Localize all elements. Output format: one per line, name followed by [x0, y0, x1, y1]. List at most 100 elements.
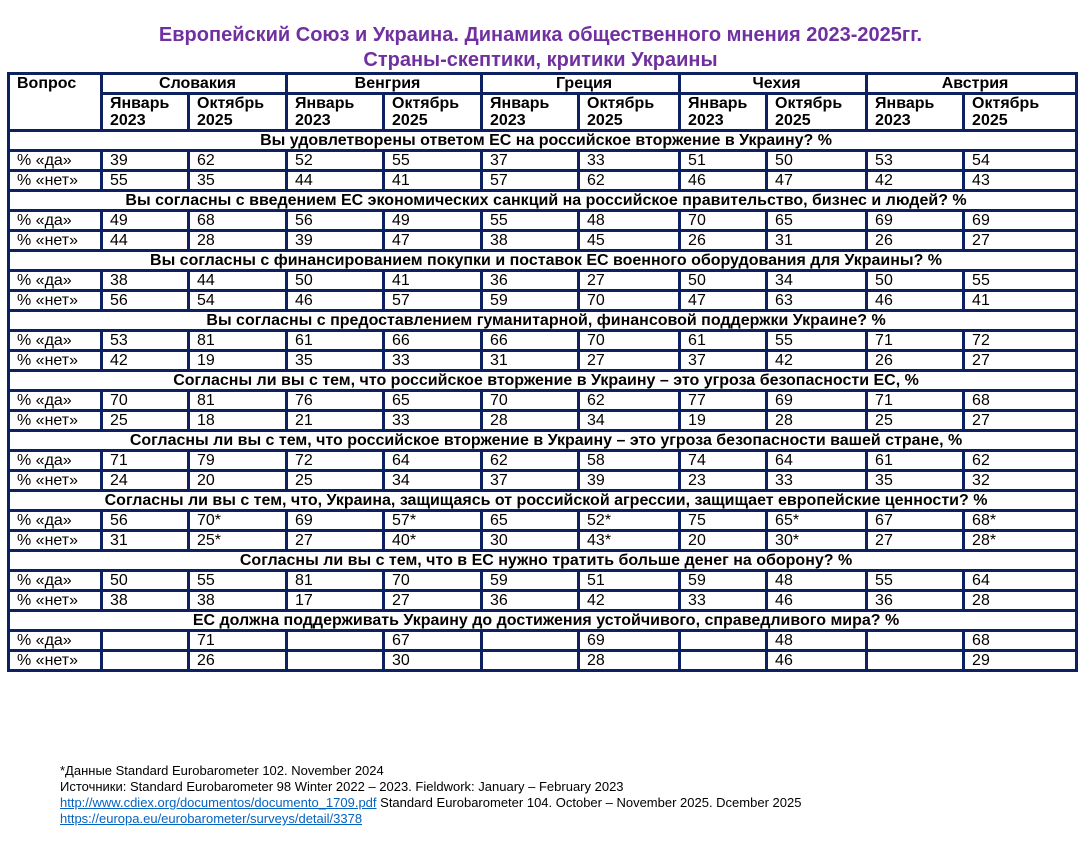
- period-year: 2023: [875, 112, 911, 129]
- value-cell: 34: [765, 269, 869, 292]
- value-cell: 25*: [186, 529, 289, 552]
- value-cell: 62: [962, 449, 1079, 472]
- value-cell: 28: [186, 229, 289, 252]
- value-cell: 27: [577, 269, 682, 292]
- value-cell: 47: [382, 229, 484, 252]
- value-cell: 28: [577, 649, 682, 672]
- question-text: Согласны ли вы с тем, что, Украина, защи…: [6, 489, 1079, 512]
- period-header: Октябрь 2025: [382, 92, 484, 132]
- value-cell: 33: [678, 589, 769, 612]
- value-cell: 66: [382, 329, 484, 352]
- value-cell: 55: [382, 149, 484, 172]
- value-cell: 34: [577, 409, 682, 432]
- answer-row-no: % «нет» 26 30 28 46 29: [7, 649, 1079, 672]
- value-cell: 65: [480, 509, 581, 532]
- value-cell: 20: [186, 469, 289, 492]
- value-cell: 31: [765, 229, 869, 252]
- question-row: ЕС должна поддерживать Украину до достиж…: [6, 609, 1079, 632]
- value-cell: 18: [186, 409, 289, 432]
- period-header: Октябрь 2025: [765, 92, 869, 132]
- value-cell: 31: [100, 529, 190, 552]
- value-cell: 46: [765, 589, 869, 612]
- value-cell: 35: [285, 349, 386, 372]
- country-header-row: Вопрос Словакия Венгрия Греция Чехия Авс…: [7, 72, 1079, 132]
- period-header: Январь 2023: [480, 92, 581, 132]
- answer-row-no: % «нет» 25 18 21 33 28 34 19 28 25 27: [7, 409, 1079, 432]
- question-text: Согласны ли вы с тем, что российское вто…: [6, 429, 1079, 452]
- value-cell: 72: [962, 329, 1079, 352]
- value-cell: 55: [765, 329, 869, 352]
- answer-label: % «нет»: [7, 229, 103, 252]
- value-cell: 52: [285, 149, 386, 172]
- value-cell: 53: [865, 149, 966, 172]
- value-cell: 37: [480, 469, 581, 492]
- value-cell: 70*: [186, 509, 289, 532]
- question-row: Согласны ли вы с тем, что российское вто…: [6, 369, 1079, 392]
- value-cell: 28: [765, 409, 869, 432]
- value-cell: 43*: [577, 529, 682, 552]
- value-cell: 44: [186, 269, 289, 292]
- question-row: Согласны ли вы с тем, что российское вто…: [6, 429, 1079, 452]
- value-cell: 54: [962, 149, 1079, 172]
- value-cell: 53: [100, 329, 190, 352]
- value-cell: 42: [865, 169, 966, 192]
- value-cell: 52*: [577, 509, 682, 532]
- value-cell: 81: [186, 389, 289, 412]
- value-cell: 49: [100, 209, 190, 232]
- value-cell: 70: [480, 389, 581, 412]
- answer-row-yes: % «да» 49 68 56 49 55 48 70 65 69 69: [7, 209, 1079, 232]
- eurobarometer-link[interactable]: https://europa.eu/eurobarometer/surveys/…: [60, 811, 363, 826]
- value-cell: 27: [962, 409, 1079, 432]
- answer-row-yes: % «да» 38 44 50 41 36 27 50 34 50 55: [7, 269, 1079, 292]
- answer-row-no: % «нет» 44 28 39 47 38 45 26 31 26 27: [7, 229, 1079, 252]
- survey-table: Вопрос Словакия Венгрия Греция Чехия Авс…: [6, 72, 1079, 672]
- period-year: 2025: [775, 112, 811, 129]
- value-cell: 35: [865, 469, 966, 492]
- footnote: *Данные Standard Eurobarometer 102. Nove…: [60, 763, 384, 778]
- value-cell: 68: [962, 629, 1079, 652]
- sources-line-3: http://www.cdiex.org/documentos/document…: [60, 795, 801, 811]
- value-cell: 65: [765, 209, 869, 232]
- answer-row-no: % «нет» 31 25* 27 40* 30 43* 20 30* 27 28*: [7, 529, 1079, 552]
- value-cell: 36: [865, 589, 966, 612]
- value-cell: 36: [480, 589, 581, 612]
- period-year: 2023: [110, 112, 146, 129]
- value-cell: 38: [100, 589, 190, 612]
- period-month: Октябрь: [775, 95, 843, 113]
- value-cell: 62: [577, 389, 682, 412]
- value-cell: 69: [962, 209, 1079, 232]
- answer-label: % «нет»: [7, 409, 103, 432]
- value-cell: 35: [186, 169, 289, 192]
- value-cell: 65*: [765, 509, 869, 532]
- value-cell: 26: [186, 649, 289, 672]
- value-cell: 41: [962, 289, 1079, 312]
- value-cell: 39: [577, 469, 682, 492]
- period-header: Октябрь 2025: [577, 92, 682, 132]
- value-cell: 75: [678, 509, 769, 532]
- value-cell: 76: [285, 389, 386, 412]
- value-cell: 55: [962, 269, 1079, 292]
- value-cell: 61: [865, 449, 966, 472]
- value-cell: 81: [186, 329, 289, 352]
- value-cell: 67: [382, 629, 484, 652]
- value-cell: 25: [865, 409, 966, 432]
- answer-label: % «да»: [7, 149, 103, 172]
- value-cell: 21: [285, 409, 386, 432]
- value-cell: 33: [577, 149, 682, 172]
- value-cell: 69: [865, 209, 966, 232]
- period-month: Январь: [490, 95, 550, 113]
- value-cell: 69: [765, 389, 869, 412]
- value-cell: 50: [865, 269, 966, 292]
- question-text: Согласны ли вы с тем, что в ЕС нужно тра…: [6, 549, 1079, 572]
- answer-row-no: % «нет» 56 54 46 57 59 70 47 63 46 41: [7, 289, 1079, 312]
- value-cell: 62: [186, 149, 289, 172]
- value-cell: 70: [577, 289, 682, 312]
- cdiex-link[interactable]: http://www.cdiex.org/documentos/document…: [60, 795, 377, 810]
- period-year: 2025: [587, 112, 623, 129]
- value-cell: 62: [577, 169, 682, 192]
- value-cell: 64: [962, 569, 1079, 592]
- value-cell: 46: [765, 649, 869, 672]
- period-header: Январь 2023: [100, 92, 190, 132]
- period-month: Январь: [295, 95, 355, 113]
- value-cell: 28: [480, 409, 581, 432]
